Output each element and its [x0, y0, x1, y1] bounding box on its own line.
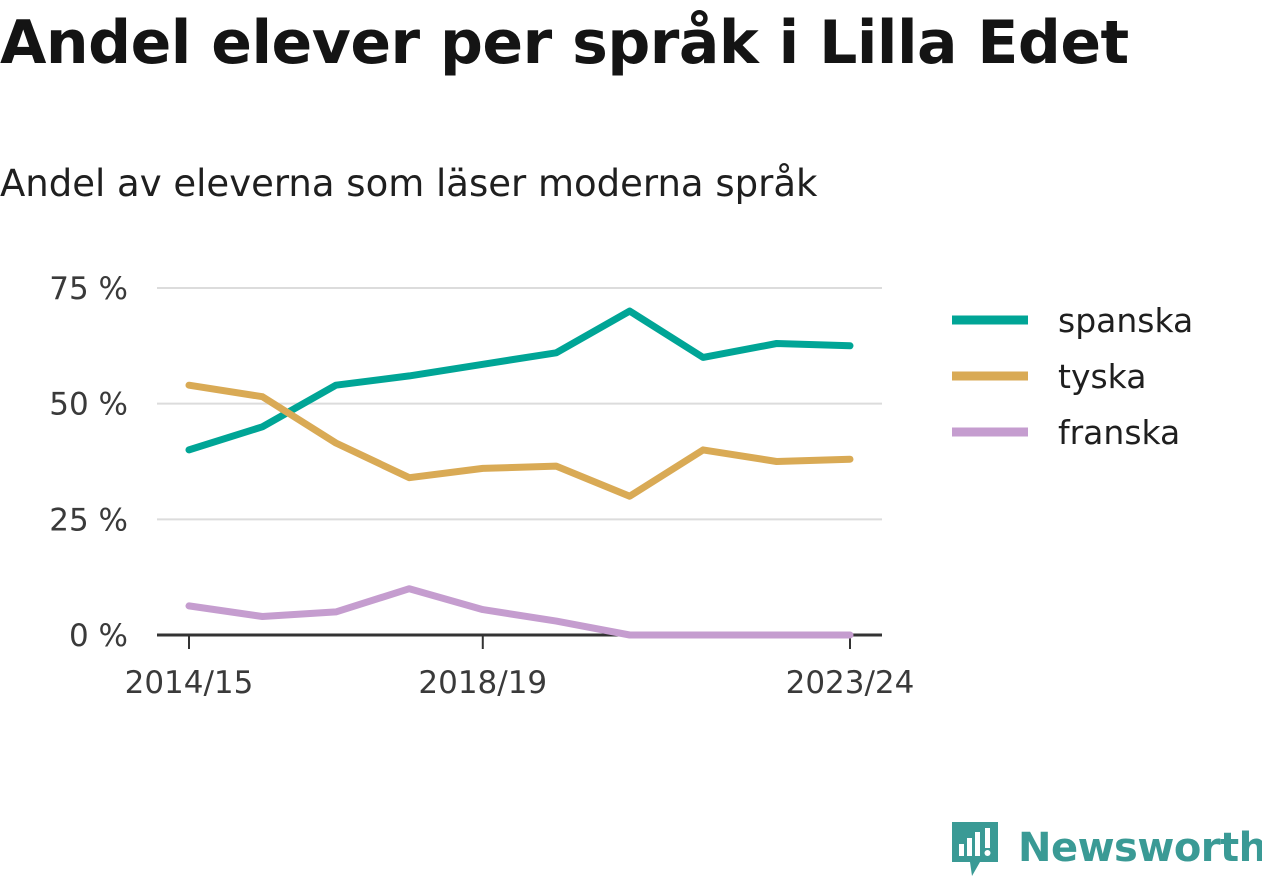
x-axis: 2014/15 2018/19 2023/24 [125, 633, 915, 701]
y-tick-label: 50 % [49, 387, 128, 423]
series-line-tyska [185, 381, 854, 500]
x-tick-label: 2014/15 [125, 665, 254, 701]
y-axis-labels: 0 % 25 % 50 % 75 % [49, 271, 128, 654]
chart-subtitle: Andel av eleverna som läser moderna språ… [0, 162, 818, 205]
y-tick-label: 75 % [49, 271, 128, 307]
legend-label-tyska: tyska [1058, 357, 1146, 396]
grid-lines [157, 287, 882, 521]
x-tick-label: 2023/24 [786, 665, 915, 701]
y-tick-label: 0 % [69, 618, 128, 654]
page-title: Andel elever per språk i Lilla Edet [0, 8, 1129, 78]
series-line-spanska [185, 307, 854, 454]
legend-label-franska: franska [1058, 413, 1180, 452]
legend: spanska tyska franska [952, 301, 1193, 452]
series-lines [185, 307, 854, 639]
newsworthy-logo-icon [952, 822, 998, 876]
series-line-franska [185, 585, 854, 639]
y-tick-label: 25 % [49, 502, 128, 538]
brand-logo: Newsworthy [950, 818, 1262, 878]
x-tick-label: 2018/19 [418, 665, 547, 701]
legend-label-spanska: spanska [1058, 301, 1193, 340]
brand-name: Newsworthy [1018, 825, 1262, 871]
